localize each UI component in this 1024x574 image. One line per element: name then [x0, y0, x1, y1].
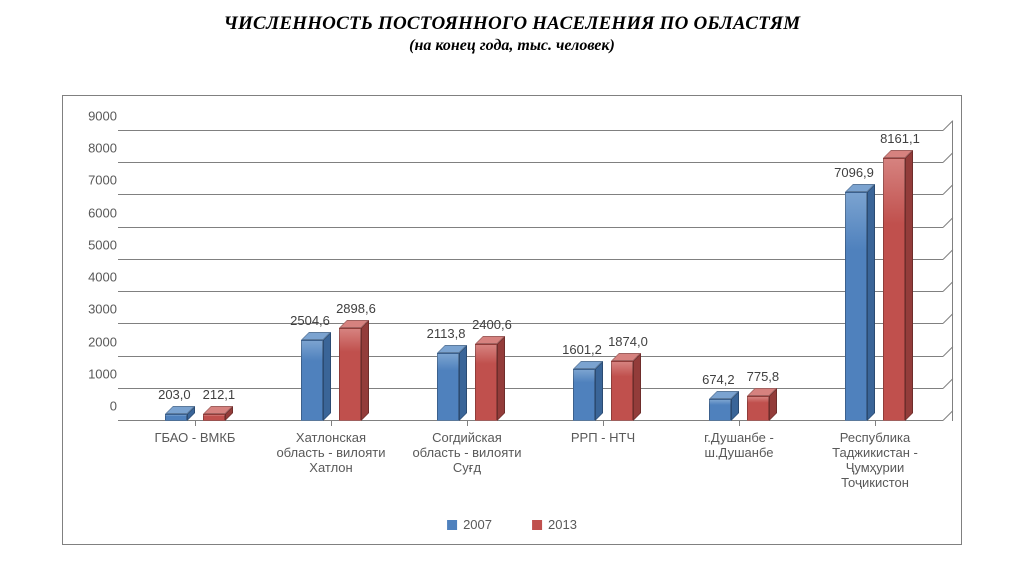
bar: 775,8: [747, 396, 769, 421]
bar-value-label: 2898,6: [336, 301, 376, 316]
x-tick: [875, 421, 876, 426]
y-tick: [118, 259, 123, 260]
y-tick: [118, 323, 123, 324]
y-tick: [118, 227, 123, 228]
y-axis-label: 8000: [88, 141, 117, 156]
legend-label: 2013: [548, 517, 577, 532]
bar: 2504,6: [301, 340, 323, 421]
category-label: г.Душанбе - ш.Душанбе: [679, 431, 799, 461]
y-axis-label: 6000: [88, 205, 117, 220]
y-tick: [118, 194, 123, 195]
y-axis-label: 2000: [88, 334, 117, 349]
bar-value-label: 7096,9: [834, 165, 874, 180]
category-label: Хатлонская область - вилояти Хатлон: [271, 431, 391, 476]
x-tick: [467, 421, 468, 426]
bar-value-label: 8161,1: [880, 131, 920, 146]
bar-group: ГБАО - ВМКБ203,0212,1: [127, 131, 263, 421]
chart-title: ЧИСЛЕННОСТЬ ПОСТОЯННОГО НАСЕЛЕНИЯ ПО ОБЛ…: [0, 12, 1024, 36]
x-tick: [739, 421, 740, 426]
x-tick: [195, 421, 196, 426]
legend-label: 2007: [463, 517, 492, 532]
bar-value-label: 775,8: [747, 369, 780, 384]
chart-frame: 0 1000 2000 3000 4000 5000 6000 7000 8000 9000 ГБА…: [62, 95, 962, 545]
y-axis-label: 9000: [88, 109, 117, 124]
y-axis-label: 4000: [88, 270, 117, 285]
bar-value-label: 2400,6: [472, 317, 512, 332]
legend-swatch: [532, 520, 542, 530]
legend-item: 2013: [532, 517, 577, 532]
plot-area: 0100020003000400050006000700080009000ГБА…: [123, 131, 943, 421]
bar: 1874,0: [611, 361, 633, 421]
category-label: Согдийская область - вилояти Суғд: [407, 431, 527, 476]
y-tick: [118, 162, 123, 163]
bar: 8161,1: [883, 158, 905, 421]
bar-group: Хатлонская область - вилояти Хатлон2504,…: [263, 131, 399, 421]
bar-value-label: 1874,0: [608, 334, 648, 349]
y-axis-label: 5000: [88, 237, 117, 252]
bar: 674,2: [709, 399, 731, 421]
bar-value-label: 674,2: [702, 372, 735, 387]
rear-wall: [942, 121, 953, 421]
bar-group: г.Душанбе - ш.Душанбе674,2775,8: [671, 131, 807, 421]
bar: 2898,6: [339, 328, 361, 421]
bar-value-label: 203,0: [158, 387, 191, 402]
legend-item: 2007: [447, 517, 492, 532]
y-tick: [118, 291, 123, 292]
bar-value-label: 2113,8: [427, 326, 466, 341]
x-tick: [331, 421, 332, 426]
bar-value-label: 1601,2: [562, 342, 602, 357]
bar: 203,0: [165, 414, 187, 421]
chart-title-block: ЧИСЛЕННОСТЬ ПОСТОЯННОГО НАСЕЛЕНИЯ ПО ОБЛ…: [0, 0, 1024, 56]
y-axis-label: 0: [110, 399, 117, 414]
bar: 7096,9: [845, 192, 867, 421]
chart-subtitle: (на конец года, тыс. человек): [0, 36, 1024, 56]
y-tick: [118, 130, 123, 131]
bar: 1601,2: [573, 369, 595, 421]
bar: 2113,8: [437, 353, 459, 421]
bar: 2400,6: [475, 344, 497, 421]
bar-value-label: 2504,6: [290, 313, 330, 328]
bar-group: Республика Таджикистан - Ҷумҳурии Тоҷики…: [807, 131, 943, 421]
legend: 2007 2013: [447, 517, 577, 532]
category-label: ГБАО - ВМКБ: [135, 431, 255, 446]
x-tick: [603, 421, 604, 426]
y-tick: [118, 388, 123, 389]
category-label: Республика Таджикистан - Ҷумҳурии Тоҷики…: [815, 431, 935, 491]
bar: 212,1: [203, 414, 225, 421]
y-tick: [118, 420, 123, 421]
category-label: РРП - НТЧ: [543, 431, 663, 446]
y-tick: [118, 356, 123, 357]
y-axis-label: 7000: [88, 173, 117, 188]
y-axis-label: 1000: [88, 366, 117, 381]
y-axis-label: 3000: [88, 302, 117, 317]
bar-group: Согдийская область - вилояти Суғд2113,82…: [399, 131, 535, 421]
bar-group: РРП - НТЧ1601,21874,0: [535, 131, 671, 421]
bar-value-label: 212,1: [203, 387, 236, 402]
legend-swatch: [447, 520, 457, 530]
